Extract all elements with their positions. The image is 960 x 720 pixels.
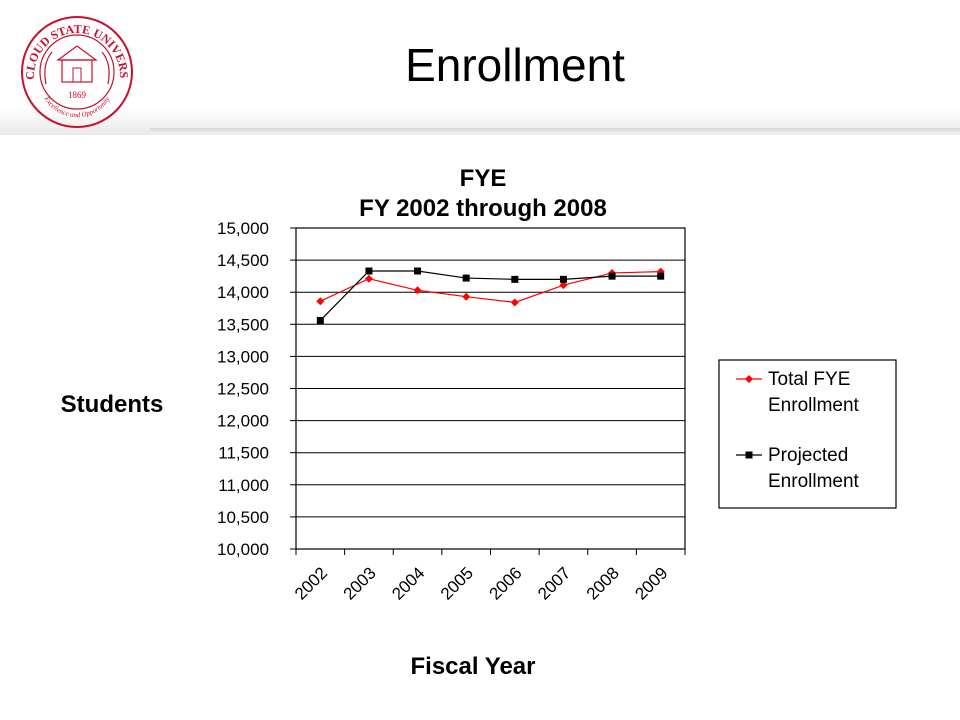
svg-text:1869: 1869 — [68, 90, 87, 100]
y-tick-label: 12,000 — [217, 412, 269, 431]
chart-title: FYE — [460, 165, 507, 192]
y-axis-title: Students — [61, 391, 164, 418]
data-point-diamond — [413, 286, 422, 295]
legend: Total FYE Enrollment Projected Enrollment — [718, 359, 897, 509]
series-projected-enrollment — [316, 267, 665, 324]
legend-label: Total FYE Enrollment — [768, 369, 860, 416]
university-seal-logo: ST. CLOUD STATE UNIVERSITY Excellence an… — [12, 14, 133, 128]
series-layer — [316, 267, 665, 324]
y-tick-label: 12,500 — [217, 380, 269, 399]
legend-item: Total FYE Enrollment — [736, 369, 860, 416]
data-point-square — [511, 275, 519, 283]
x-axis-title: Fiscal Year — [411, 653, 536, 680]
data-point-diamond — [745, 375, 753, 383]
series-total-fye-enrollment — [316, 267, 665, 307]
header-band — [0, 0, 960, 135]
data-point-diamond — [510, 298, 519, 307]
data-point-square — [559, 275, 567, 283]
x-tick-label: 2006 — [485, 563, 525, 603]
y-tick-label: 10,000 — [217, 540, 269, 559]
legend-box — [718, 359, 897, 509]
legend-label: Projected Enrollment — [768, 445, 860, 492]
slide-title: Enrollment — [405, 39, 625, 91]
y-tick-label: 14,500 — [217, 251, 269, 270]
data-point-square — [657, 272, 665, 280]
x-tick-label: 2007 — [534, 563, 574, 603]
x-tick-label: 2009 — [631, 563, 671, 603]
data-point-square — [462, 274, 470, 282]
legend-item: Projected Enrollment — [736, 445, 860, 492]
data-point-square — [745, 451, 753, 459]
x-tick-label: 2005 — [437, 563, 477, 603]
series-line — [319, 270, 661, 321]
data-point-diamond — [316, 297, 325, 306]
chart-subtitle: FY 2002 through 2008 — [359, 195, 607, 222]
data-point-square — [316, 316, 324, 324]
x-axis-ticks: 2002 2003 2004 2005 2006 2007 2008 2009 — [291, 549, 686, 604]
y-tick-label: 11,500 — [218, 444, 269, 463]
y-tick-label: 11,000 — [218, 476, 269, 495]
x-tick-label: 2002 — [291, 563, 331, 603]
data-point-diamond — [364, 274, 373, 283]
data-point-square — [414, 267, 422, 275]
series-line — [320, 271, 661, 304]
data-point-square — [365, 267, 373, 275]
y-tick-label: 14,000 — [217, 283, 269, 302]
y-axis-ticks: 10,000 10,500 11,000 11,500 12,000 12,500 13,0… — [217, 219, 296, 559]
x-tick-label: 2008 — [583, 563, 623, 603]
y-tick-label: 13,000 — [217, 347, 269, 366]
data-point-diamond — [462, 292, 471, 301]
header-divider — [150, 128, 960, 134]
x-tick-label: 2003 — [340, 563, 380, 603]
y-tick-label: 13,500 — [217, 315, 269, 334]
data-point-square — [608, 272, 616, 280]
data-point-diamond — [559, 281, 568, 290]
x-tick-label: 2004 — [388, 563, 428, 603]
y-tick-label: 15,000 — [217, 219, 269, 238]
y-tick-label: 10,500 — [217, 508, 269, 527]
